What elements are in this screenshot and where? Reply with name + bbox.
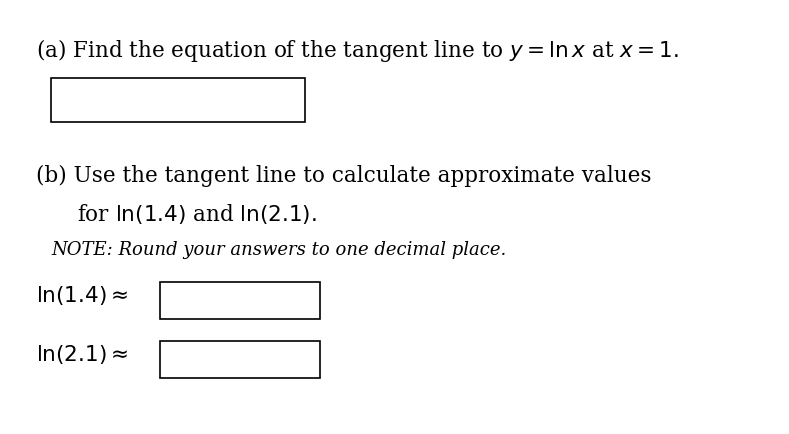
Text: (a) Find the equation of the tangent line to $y = \ln x$ at $x = 1.$: (a) Find the equation of the tangent lin…	[36, 37, 679, 64]
Text: for $\ln(1.4)$ and $\ln(2.1).$: for $\ln(1.4)$ and $\ln(2.1).$	[36, 202, 317, 226]
FancyBboxPatch shape	[160, 341, 320, 378]
Text: (b) Use the tangent line to calculate approximate values: (b) Use the tangent line to calculate ap…	[36, 165, 652, 187]
FancyBboxPatch shape	[160, 282, 320, 319]
FancyBboxPatch shape	[51, 78, 305, 122]
Text: $\ln(2.1) \approx$: $\ln(2.1) \approx$	[36, 343, 129, 366]
Text: NOTE: Round your answers to one decimal place.: NOTE: Round your answers to one decimal …	[51, 241, 507, 259]
Text: $\ln(1.4) \approx$: $\ln(1.4) \approx$	[36, 284, 129, 307]
